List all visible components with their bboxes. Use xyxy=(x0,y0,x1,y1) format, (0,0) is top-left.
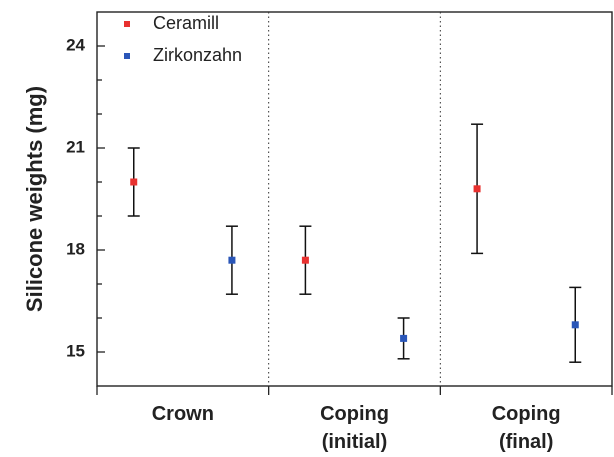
data-point-zirkonzahn-coping-final xyxy=(569,286,582,363)
plot-frame xyxy=(96,11,613,387)
marker xyxy=(130,178,138,186)
data-point-zirkonzahn-crown xyxy=(225,225,238,295)
y-tick-label: 24 xyxy=(66,35,85,54)
x-axis xyxy=(96,386,613,395)
y-tick-label: 15 xyxy=(66,341,85,360)
category-separators xyxy=(268,12,441,386)
y-axis-title: Silicone weights (mg) xyxy=(22,86,47,312)
marker xyxy=(400,334,408,342)
category-label-coping-final: Coping (final) xyxy=(492,403,561,453)
legend-marker-ceramill xyxy=(124,21,130,27)
legend: Ceramill Zirkonzahn xyxy=(124,13,242,65)
marker xyxy=(301,256,309,264)
data-point-ceramill-coping-final xyxy=(471,123,484,255)
marker xyxy=(473,185,481,193)
y-tick-label: 18 xyxy=(66,239,85,258)
data-series xyxy=(127,123,582,363)
marker xyxy=(571,321,579,329)
data-point-ceramill-coping-initial xyxy=(299,225,312,295)
data-point-zirkonzahn-coping-initial xyxy=(397,317,410,360)
category-label-coping-initial: Coping (initial) xyxy=(320,403,389,453)
y-tick-label: 21 xyxy=(66,137,85,156)
legend-label-ceramill: Ceramill xyxy=(153,13,219,33)
category-labels: Crown Coping (initial) Coping (final) xyxy=(152,403,561,453)
legend-marker-zirkonzahn xyxy=(124,53,130,59)
legend-label-zirkonzahn: Zirkonzahn xyxy=(153,45,242,65)
data-point-ceramill-crown xyxy=(127,147,140,217)
y-axis: 15 18 21 24 xyxy=(66,35,105,360)
category-label-crown: Crown xyxy=(152,403,214,425)
marker xyxy=(228,256,236,264)
